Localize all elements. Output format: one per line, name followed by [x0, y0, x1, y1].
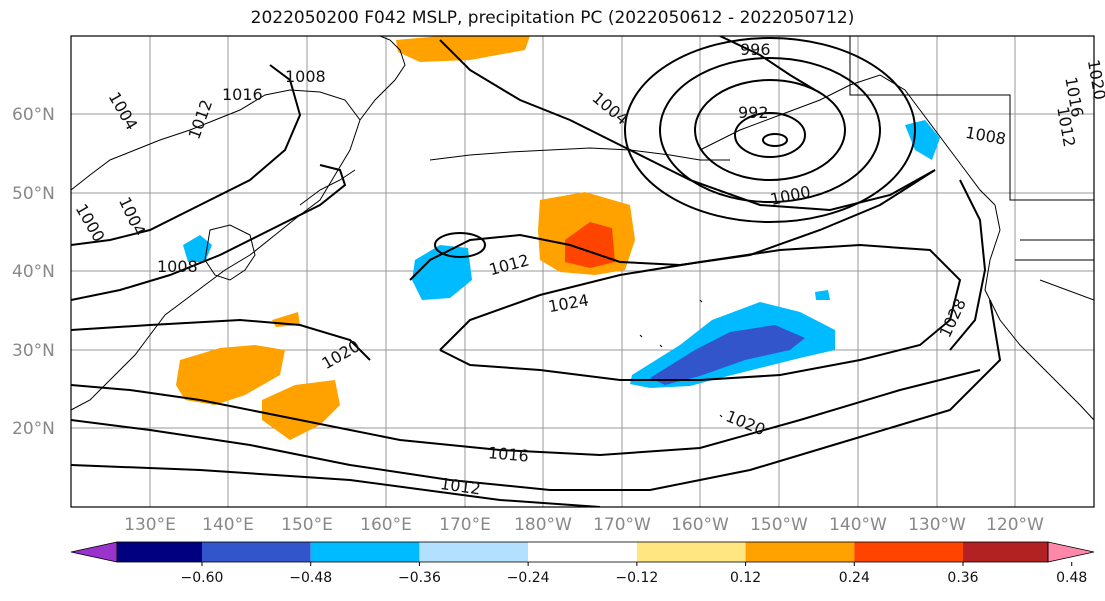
colorbar: −0.60 −0.48 −0.36 −0.24 −0.12 0.12 0.24 0.36 0.4… — [70, 541, 1095, 586]
lon-label: 160°W — [671, 515, 729, 535]
isobar-1024-high — [439, 243, 962, 381]
lon-label: 140°E — [202, 515, 254, 535]
lat-label: 30°N — [12, 341, 55, 361]
lon-label: 170°E — [439, 515, 491, 535]
map-title: 2022050200 F042 MSLP, precipitation PC (… — [250, 8, 855, 28]
isobar-label: 1016 — [487, 443, 529, 465]
isobar-1008-left — [71, 64, 302, 246]
isobar-1020 — [71, 299, 1002, 491]
colorbar-tick-label: −0.24 — [507, 570, 550, 586]
precip-shading — [176, 36, 940, 440]
colorbar-cell — [854, 542, 963, 562]
colorbar-tick-label: 0.12 — [730, 570, 761, 586]
colorbar-cell — [117, 542, 202, 562]
lat-label: 40°N — [12, 262, 55, 282]
colorbar-tick-label: 0.36 — [947, 570, 978, 586]
coastlines — [71, 36, 1094, 421]
map-border — [70, 35, 1095, 508]
colorbar-cell — [202, 542, 311, 562]
lon-label: 170°W — [593, 515, 651, 535]
isobar-996 — [719, 36, 816, 91]
small-islands-north-pacific — [639, 299, 723, 418]
isobar-low-inner — [762, 133, 788, 147]
isobar-label: 1016 — [222, 85, 263, 104]
lat-label: 20°N — [12, 419, 55, 439]
lat-label: 60°N — [12, 105, 55, 125]
colorbar-tick-label: 0.48 — [1056, 570, 1087, 586]
isobar-1016 — [71, 369, 981, 457]
isobar-1004-central — [439, 39, 936, 212]
colorbar-cell — [636, 542, 746, 562]
alaska-coast — [699, 74, 996, 206]
asia-coast — [71, 89, 361, 411]
colorbar-outline — [116, 541, 1049, 563]
isobar-1028 — [949, 179, 987, 351]
isobar-label: 996 — [740, 40, 771, 59]
isobar-label: 1008 — [157, 257, 198, 276]
isobar-1020-left — [71, 318, 371, 361]
isobar-label: 1008 — [285, 67, 326, 86]
colorbar-cell — [963, 542, 1048, 562]
lon-label: 160°E — [360, 515, 412, 535]
precip-stronger-negative-east — [650, 325, 805, 385]
lon-label: 150°E — [281, 515, 333, 535]
colorbar-cells — [117, 542, 1048, 562]
colorbar-cell — [419, 542, 529, 562]
precip-positive-japan-south — [176, 345, 285, 405]
lon-label: 130°W — [908, 515, 966, 535]
lon-label: 150°W — [750, 515, 808, 535]
lon-label: 120°W — [986, 515, 1044, 535]
lon-label: 180°W — [514, 515, 572, 535]
kuril-chain — [299, 169, 356, 206]
colorbar-ticks: −0.60 −0.48 −0.36 −0.24 −0.12 0.12 0.24 0.36 0.4… — [181, 562, 1087, 586]
lat-label: 50°N — [12, 184, 55, 204]
kamchatka — [359, 36, 406, 121]
longitude-labels: 130°E 140°E 150°E 160°E 170°E 180°W 170°… — [124, 515, 1044, 535]
colorbar-tick-label: 0.24 — [839, 570, 870, 586]
isobar-1012-closed — [434, 232, 486, 258]
colorbar-cell — [528, 542, 637, 562]
lon-label: 140°W — [829, 515, 887, 535]
precip-negative-small — [815, 290, 830, 300]
colorbar-extend-low — [70, 541, 118, 563]
isobar-low-ring-3 — [624, 37, 916, 223]
colorbar-cell — [745, 542, 855, 562]
colorbar-tick-label: −0.12 — [615, 570, 658, 586]
lon-label: 130°E — [124, 515, 176, 535]
precip-negative-japan-north — [183, 235, 212, 262]
canada-borders — [849, 36, 1094, 201]
colorbar-extend-high — [1047, 541, 1095, 563]
isobar-low-992 — [734, 112, 806, 158]
colorbar-tick-label: −0.36 — [398, 570, 441, 586]
isobar-1012-left — [71, 164, 347, 301]
north-america-coast — [984, 204, 1094, 421]
isobar-low-ring-1 — [694, 79, 846, 181]
precip-positive-top — [396, 36, 530, 62]
aleutian-chain — [429, 147, 730, 161]
latitude-labels: 60°N 50°N 40°N 30°N 20°N — [12, 105, 55, 439]
isobar-low-ring-2 — [659, 57, 881, 203]
colorbar-tick-label: −0.48 — [289, 570, 332, 586]
isobar-1012-central — [409, 169, 936, 281]
isobar-label: 992 — [738, 103, 769, 122]
precip-positive-japan-south-2 — [262, 380, 340, 440]
japan — [204, 224, 256, 281]
isobar-1012-bottom — [71, 464, 601, 507]
colorbar-cell — [310, 542, 420, 562]
isobars — [71, 36, 1002, 507]
precip-negative-central — [412, 245, 472, 300]
us-borders — [1015, 239, 1094, 301]
precip-negative-gulf-alaska — [905, 120, 940, 160]
colorbar-tick-label: −0.60 — [181, 570, 224, 586]
